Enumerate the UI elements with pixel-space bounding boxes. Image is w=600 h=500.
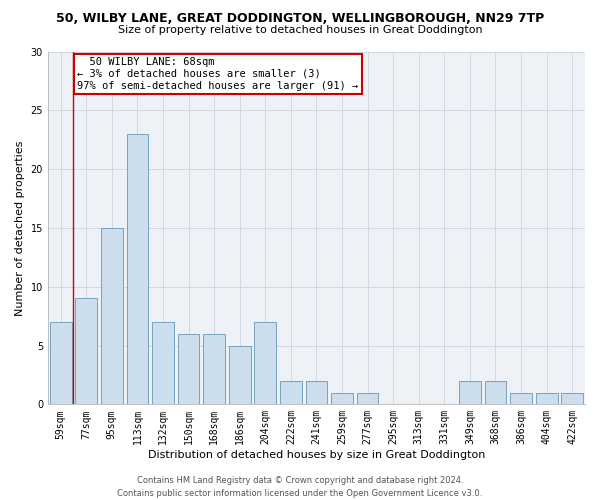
Text: 50 WILBY LANE: 68sqm
← 3% of detached houses are smaller (3)
97% of semi-detache: 50 WILBY LANE: 68sqm ← 3% of detached ho… xyxy=(77,58,359,90)
Bar xyxy=(510,392,532,404)
Bar xyxy=(536,392,557,404)
Bar xyxy=(50,322,71,404)
Bar xyxy=(76,298,97,405)
Bar xyxy=(562,392,583,404)
Text: 50, WILBY LANE, GREAT DODDINGTON, WELLINGBOROUGH, NN29 7TP: 50, WILBY LANE, GREAT DODDINGTON, WELLIN… xyxy=(56,12,544,26)
Bar xyxy=(178,334,199,404)
Bar xyxy=(331,392,353,404)
Text: Size of property relative to detached houses in Great Doddington: Size of property relative to detached ho… xyxy=(118,25,482,35)
Bar xyxy=(254,322,276,404)
Y-axis label: Number of detached properties: Number of detached properties xyxy=(15,140,25,316)
Bar xyxy=(229,346,251,405)
Bar xyxy=(459,381,481,404)
Bar xyxy=(203,334,225,404)
Text: Contains HM Land Registry data © Crown copyright and database right 2024.
Contai: Contains HM Land Registry data © Crown c… xyxy=(118,476,482,498)
Bar xyxy=(127,134,148,404)
Bar xyxy=(357,392,379,404)
Bar xyxy=(152,322,174,404)
X-axis label: Distribution of detached houses by size in Great Doddington: Distribution of detached houses by size … xyxy=(148,450,485,460)
Bar xyxy=(305,381,328,404)
Bar xyxy=(280,381,302,404)
Bar xyxy=(101,228,123,404)
Bar xyxy=(485,381,506,404)
